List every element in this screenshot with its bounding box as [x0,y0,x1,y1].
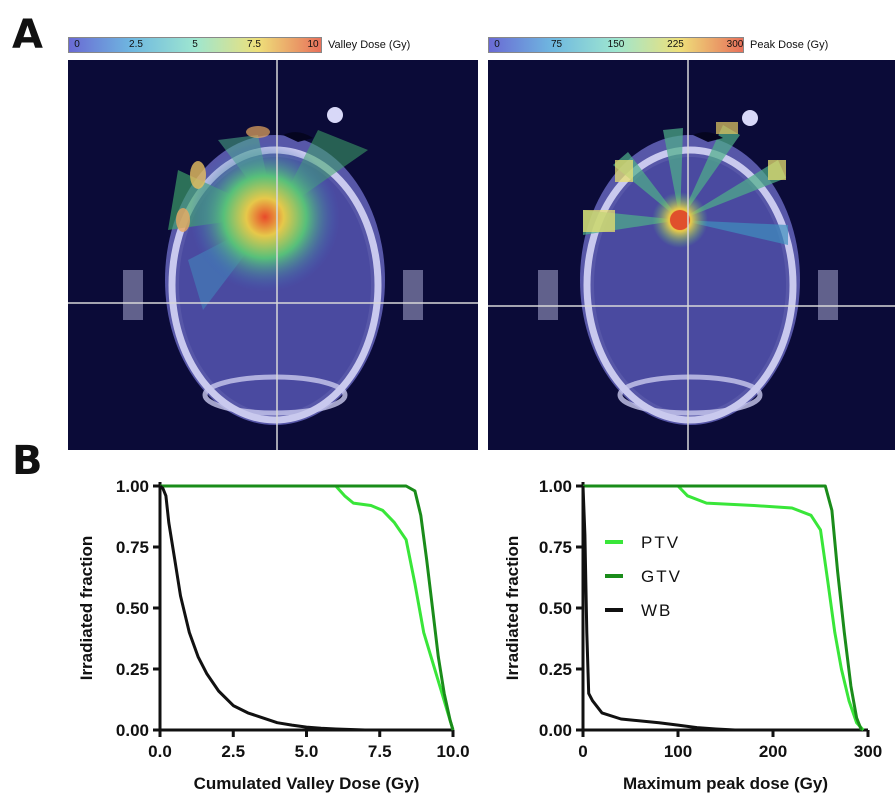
x-tick-label: 7.5 [368,742,392,761]
x-tick-label: 2.5 [221,742,245,761]
y-tick-label: 0.00 [539,721,572,740]
peak-dose-dvh-chart: 0.00 0.25 0.50 0.75 1.00 0 100 200 300 Maximum pe… [503,477,882,793]
colorbar-tick-label: 5 [192,39,198,50]
colorbar-title: Peak Dose (Gy) [750,39,829,51]
colorbar-tick-label: 225 [667,39,684,50]
x-tick-label: 100 [664,742,692,761]
y-tick-label: 0.75 [116,538,149,557]
x-tick-label: 0.0 [148,742,172,761]
colorbar-tick-label: 150 [607,39,625,50]
colorbar-tick-label: 0 [74,39,80,50]
series-line-ptv [160,484,455,731]
x-tick-label: 10.0 [436,742,469,761]
y-axis-title: Irradiated fraction [77,536,96,681]
y-tick-label: 0.25 [539,660,572,679]
legend-label-wb: WB [641,601,672,620]
peak-dose-colorbar: 0 75 150 225 300 Peak Dose (Gy) [488,37,828,53]
colorbar-tick-label: 10 [307,39,319,50]
series-line-ptv [583,484,865,732]
y-tick-label: 0.25 [116,660,149,679]
colorbar-tick-label: 75 [550,39,563,50]
y-tick-label: 1.00 [539,477,572,496]
y-tick-label: 0.50 [116,599,149,618]
y-tick-label: 0.00 [116,721,149,740]
y-axis-title: Irradiated fraction [503,536,522,681]
x-tick-label: 5.0 [295,742,319,761]
legend-label-gtv: GTV [641,567,682,586]
series-line-wb [159,484,366,732]
colorbar-strip: 0 2.5 5 7.5 10 [68,37,322,53]
ct-peak-dose-map [488,60,895,450]
valley-dose-ct-image [68,60,478,450]
y-tick-label: 1.00 [116,477,149,496]
colorbar-tick-label: 2.5 [129,39,143,50]
ct-valley-dose-map [68,60,478,450]
series-line-wb [581,485,736,732]
panel-b-label: B [12,438,43,484]
x-tick-label: 0 [578,742,587,761]
valley-dose-dvh-chart: 0.00 0.25 0.50 0.75 1.00 0.0 2.5 5.0 7.5 10.0 Cumu… [77,477,470,793]
x-tick-label: 200 [759,742,787,761]
x-tick-label: 300 [854,742,882,761]
panel-a-label: A [12,12,43,58]
colorbar-tick-label: 7.5 [247,39,261,50]
series-line-gtv [160,484,455,731]
x-axis-title: Cumulated Valley Dose (Gy) [194,774,420,793]
peak-dose-ct-image [488,60,895,450]
x-axis-title: Maximum peak dose (Gy) [623,774,828,793]
y-tick-label: 0.50 [539,599,572,618]
colorbar-tick-label: 300 [726,39,744,50]
colorbar-tick-label: 0 [494,39,500,50]
y-tick-label: 0.75 [539,538,572,557]
series-line-gtv [583,484,863,731]
legend-label-ptv: PTV [641,533,680,552]
valley-dose-colorbar: 0 2.5 5 7.5 10 Valley Dose (Gy) [68,37,410,53]
colorbar-title: Valley Dose (Gy) [328,39,411,51]
colorbar-strip: 0 75 150 225 300 [488,37,744,53]
